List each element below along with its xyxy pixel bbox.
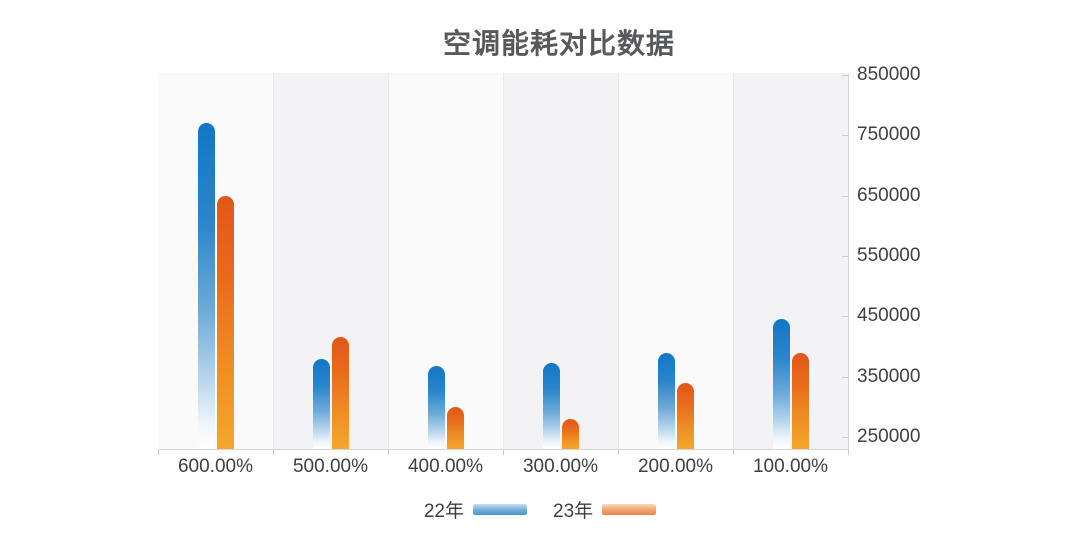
x-axis-label: 100.00% xyxy=(752,456,828,477)
y-axis-label: 550000 xyxy=(857,245,921,266)
legend-swatch-orange xyxy=(602,503,657,515)
vertical-gridline xyxy=(272,73,274,449)
y-axis-label: 250000 xyxy=(857,426,921,447)
y-axis-line xyxy=(848,73,849,450)
bar-22 xyxy=(542,362,560,449)
y-axis-label: 850000 xyxy=(857,64,921,86)
vertical-gridline xyxy=(617,73,619,449)
y-axis-tick xyxy=(842,135,848,137)
x-axis-label: 600.00% xyxy=(177,456,253,477)
bar-23 xyxy=(676,382,694,449)
x-axis-tick xyxy=(388,450,389,455)
y-axis-tick xyxy=(842,195,848,197)
y-axis-tick xyxy=(842,437,848,438)
bar-23 xyxy=(216,195,234,449)
bar-22 xyxy=(772,319,790,449)
chart-title: 空调能耗对比数据 xyxy=(442,28,675,59)
x-axis-line xyxy=(158,449,849,450)
plot-area xyxy=(158,73,848,449)
vertical-gridline xyxy=(387,73,389,449)
y-axis-label: 350000 xyxy=(857,365,921,387)
vertical-gridline xyxy=(732,73,734,449)
y-axis-label: 650000 xyxy=(857,184,921,206)
legend-item-22[interactable]: 22年 xyxy=(424,496,527,523)
legend-item-23[interactable]: 23年 xyxy=(553,496,657,523)
y-axis-label: 450000 xyxy=(857,305,921,327)
bar-23 xyxy=(331,337,349,449)
bar-22 xyxy=(427,365,445,449)
bar-22 xyxy=(197,123,215,449)
x-axis-tick xyxy=(733,450,734,455)
x-axis-label: 500.00% xyxy=(292,456,368,477)
bar-23 xyxy=(446,406,464,449)
plot-band xyxy=(273,73,388,449)
legend-label-22: 22年 xyxy=(423,500,464,522)
x-axis-tick xyxy=(503,450,504,455)
legend-swatch-blue xyxy=(473,503,527,515)
y-axis-tick xyxy=(842,256,848,257)
x-axis-tick xyxy=(273,450,274,455)
x-axis-label: 400.00% xyxy=(407,456,483,477)
plot-band xyxy=(733,73,848,449)
plot-band xyxy=(503,73,618,449)
bar-23 xyxy=(791,352,809,449)
legend-label-23: 23年 xyxy=(553,500,594,522)
y-axis-tick xyxy=(842,316,848,318)
y-axis-label: 750000 xyxy=(857,124,921,146)
x-axis-label: 300.00% xyxy=(522,456,598,477)
vertical-gridline xyxy=(502,73,504,449)
plot-band xyxy=(158,73,273,449)
y-axis-tick xyxy=(842,75,848,77)
x-axis-tick xyxy=(618,450,619,455)
plot-band xyxy=(388,73,503,449)
bar-22 xyxy=(312,358,330,449)
x-axis-label: 200.00% xyxy=(637,456,713,477)
y-axis-tick xyxy=(842,376,848,378)
legend: 22年 23年 xyxy=(0,496,1080,522)
bar-22 xyxy=(657,352,675,449)
x-axis-tick xyxy=(848,450,849,455)
plot-band xyxy=(618,73,733,449)
x-axis-tick xyxy=(158,450,159,455)
bar-23 xyxy=(561,418,579,449)
